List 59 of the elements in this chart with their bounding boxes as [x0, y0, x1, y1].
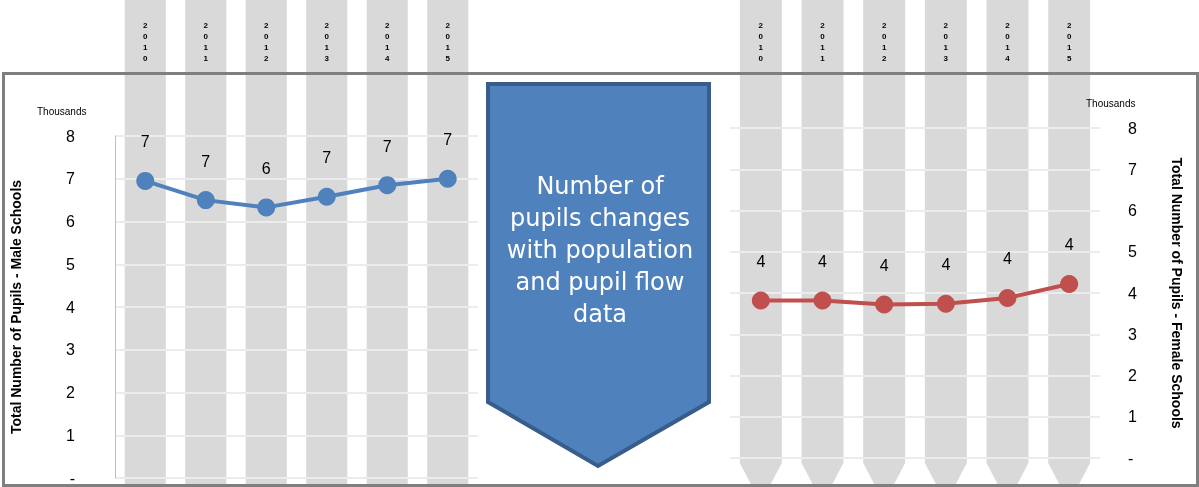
- y-tick-label: 8: [66, 127, 76, 145]
- x-tick-label: 2015: [445, 21, 451, 63]
- text: Number of pupils changes with population and pupil flow data: [505, 171, 695, 330]
- x-tick-label: 2012: [264, 21, 270, 63]
- data-label: 7: [140, 133, 150, 151]
- text: Thousands: [37, 105, 87, 117]
- x-tick-label: 2013: [943, 21, 949, 63]
- data-label: 4: [1003, 250, 1013, 268]
- y2-tick-label: 2: [1128, 367, 1137, 384]
- y-tick-label: 1: [66, 426, 76, 444]
- x-tick-label: 2011: [820, 21, 826, 63]
- text: Thousands: [1086, 97, 1136, 109]
- data-label: 4: [818, 252, 828, 270]
- data-label: 4: [879, 257, 889, 275]
- y-tick-label: 2: [66, 384, 76, 401]
- data-label: 4: [941, 256, 951, 274]
- y2-tick-label: 4: [1128, 284, 1137, 302]
- y-tick-label: 5: [66, 255, 76, 273]
- point: [1060, 274, 1079, 293]
- y2-tick-label: 5: [1128, 243, 1137, 261]
- y2-tick-label: 3: [1128, 325, 1137, 343]
- point: [317, 187, 336, 206]
- data-label: 6: [261, 159, 271, 177]
- point: [936, 294, 955, 313]
- x-tick-label: 2011: [203, 21, 209, 63]
- point: [875, 295, 894, 314]
- y2-tick-label: 6: [1128, 202, 1137, 219]
- point: [196, 191, 215, 210]
- point: [751, 291, 770, 310]
- y-tick-label: 6: [66, 213, 76, 230]
- x-tick-label: 2014: [1005, 21, 1011, 63]
- y2-tick-label: 8: [1128, 119, 1137, 137]
- data-label: 4: [1064, 236, 1074, 254]
- y2-tick-label: 7: [1128, 160, 1137, 178]
- data-label: 7: [201, 152, 211, 170]
- point: [438, 169, 457, 188]
- y-tick-label: 7: [66, 170, 76, 188]
- point: [998, 288, 1017, 307]
- y-axis-title: Total Number of Pupils - Male Schools: [8, 179, 24, 435]
- point: [378, 176, 397, 195]
- x-tick-label: 2012: [881, 21, 887, 63]
- y-tick-label: 4: [66, 298, 76, 316]
- data-label: 7: [443, 131, 453, 149]
- x-tick-label: 2010: [758, 21, 764, 63]
- point: [813, 291, 832, 310]
- data-label: 7: [382, 137, 392, 155]
- x-tick-label: 2015: [1066, 21, 1072, 63]
- x-tick-label: 2010: [143, 21, 149, 63]
- point: [136, 171, 155, 190]
- x-tick-label: 2014: [385, 21, 391, 63]
- point: [257, 198, 276, 217]
- y-tick-label: 3: [66, 341, 76, 359]
- data-label: 4: [756, 252, 766, 270]
- y-tick-label: -: [69, 469, 75, 487]
- y2-tick-label: 1: [1128, 408, 1137, 426]
- y2-tick-label: -: [1128, 449, 1134, 467]
- y2-axis-title: Total Number of Pupils - Female Schools: [1169, 157, 1185, 429]
- data-label: 7: [322, 149, 332, 167]
- x-tick-label: 2013: [324, 21, 330, 63]
